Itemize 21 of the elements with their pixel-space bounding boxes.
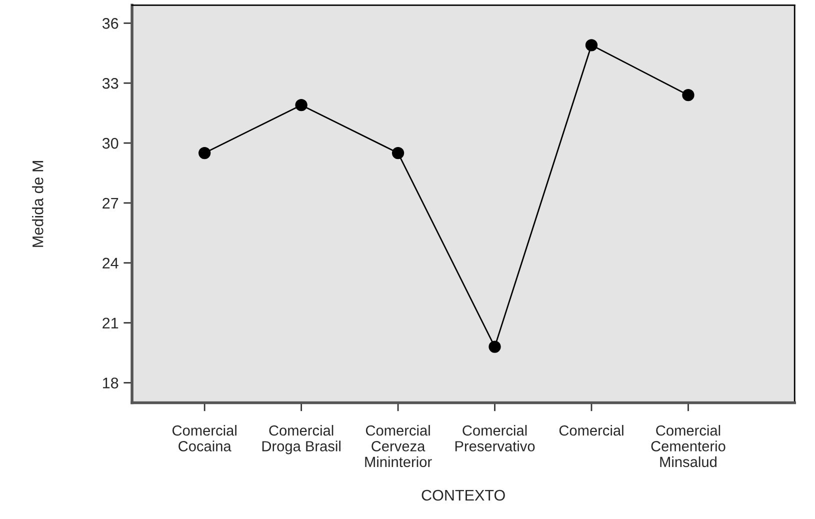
- point: [682, 89, 694, 102]
- y-tick-label: 21: [102, 318, 118, 328]
- point: [198, 146, 211, 160]
- x-tick-label: Comercial Preservativo: [455, 424, 535, 452]
- point: [295, 99, 308, 112]
- y-tick-label: 33: [102, 78, 118, 89]
- point: [392, 146, 404, 160]
- point: [585, 39, 598, 52]
- y-tick-label: 27: [102, 198, 118, 209]
- point: [488, 340, 501, 353]
- x-tick-label: Comercial Droga Brasil: [262, 424, 340, 454]
- x-tick-label: Comercial Cocaina: [172, 424, 236, 452]
- y-axis-title: Medida de M: [32, 161, 44, 247]
- y-tick-label: 24: [102, 258, 118, 268]
- x-tick-label: Comercial: [559, 424, 624, 436]
- y-tick-label: 36: [102, 18, 118, 29]
- y-tick-label: 30: [102, 138, 118, 149]
- x-tick-label: Comercial Cementerio Minsalud: [651, 424, 726, 468]
- x-tick-label: Comercial Cerveza Mininterior: [365, 424, 432, 468]
- x-axis-title: CONTEXTO: [422, 490, 505, 501]
- y-tick-label: 18: [103, 378, 118, 388]
